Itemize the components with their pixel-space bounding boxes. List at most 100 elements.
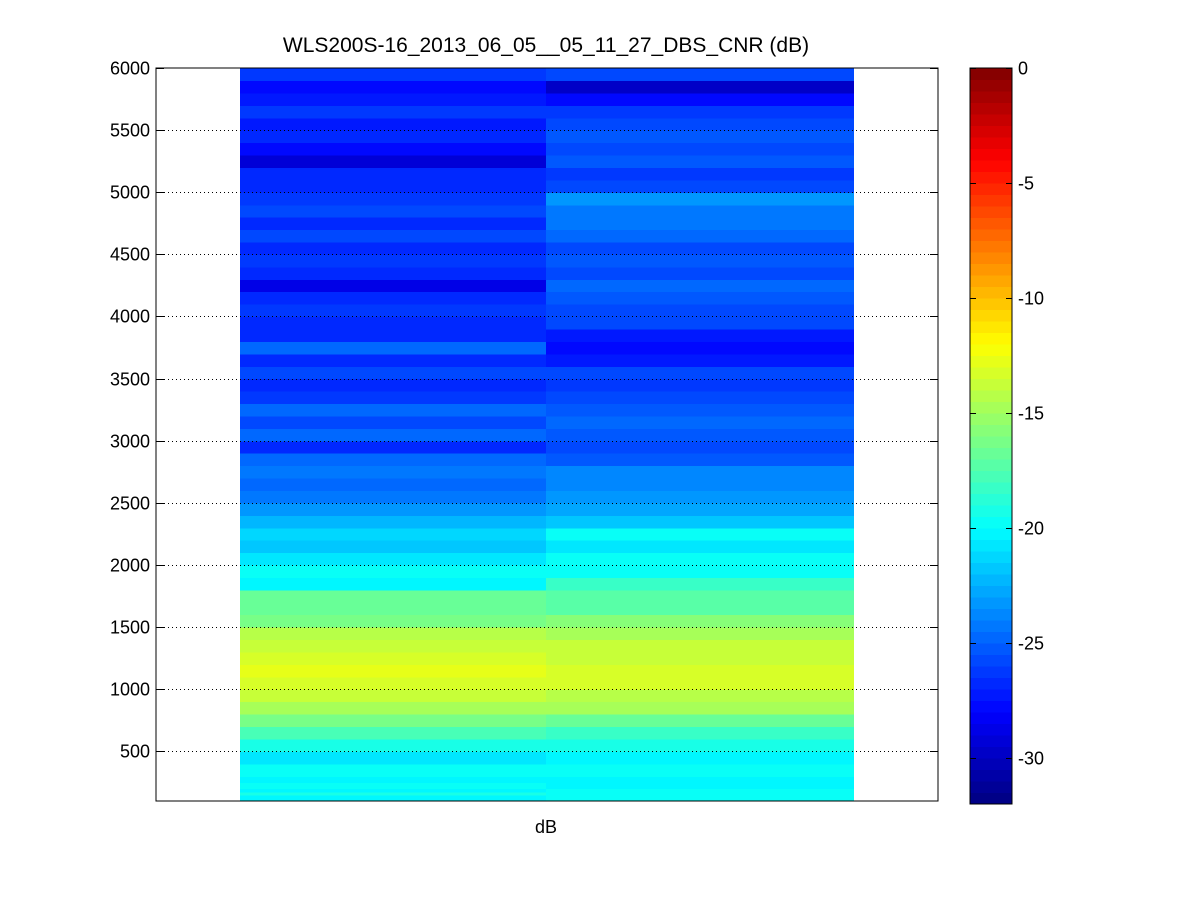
heatmap-cell-col2-row9 xyxy=(546,689,854,703)
colorbar-ticks xyxy=(970,68,1012,759)
heatmap-cell-col1-row6 xyxy=(240,763,546,777)
colorbar-step-20 xyxy=(970,574,1012,587)
colorbar-step-27 xyxy=(970,493,1012,506)
colorbar-step-2 xyxy=(970,781,1012,794)
y-tick-label-4500: 4500 xyxy=(110,245,150,265)
colorbar-step-30 xyxy=(970,459,1012,472)
heatmap-cell-col1-row10 xyxy=(240,714,546,728)
heatmap-cell-col2-row1 xyxy=(546,788,854,802)
colorbar-step-7 xyxy=(970,723,1012,736)
colorbar-step-36 xyxy=(970,390,1012,403)
heatmap-cell-col1-row16 xyxy=(240,639,546,653)
heatmap-cell-col1-row2 xyxy=(240,791,546,796)
heatmap-cell-col2-row7 xyxy=(546,714,854,728)
heatmap-cell-col1-row4 xyxy=(240,782,546,790)
heatmap-cell-col2-row20 xyxy=(546,552,854,566)
heatmap-cell-col1-row12 xyxy=(240,689,546,703)
heatmap-cell-col2-row10 xyxy=(546,676,854,690)
colorbar-step-22 xyxy=(970,551,1012,564)
colorbar-step-63 xyxy=(970,79,1012,92)
heatmap-cell-col1-row8 xyxy=(240,738,546,752)
colorbar-step-58 xyxy=(970,137,1012,150)
y-tick-label-2000: 2000 xyxy=(110,556,150,576)
heatmap-cell-col2-row53 xyxy=(546,142,854,156)
heatmap-cell-col1-row20 xyxy=(240,589,546,603)
heatmap-cell-col1-row33 xyxy=(240,428,546,442)
colorbar-tick-label--15: -15 xyxy=(1018,404,1044,424)
colorbar-step-31 xyxy=(970,447,1012,460)
heatmap-cell-col1-row53 xyxy=(240,179,546,193)
plot-frame xyxy=(155,67,939,802)
heatmap-cell-col1-row58 xyxy=(240,117,546,131)
colorbar-step-15 xyxy=(970,631,1012,644)
colorbar-tick-labels: -30 -25 -20 -15 -10 -5 0 xyxy=(1018,59,1044,769)
heatmap-cell-col1-row56 xyxy=(240,142,546,156)
colorbar-step-18 xyxy=(970,597,1012,610)
colorbar-step-37 xyxy=(970,378,1012,391)
colorbar-step-49 xyxy=(970,240,1012,253)
colorbar-step-64 xyxy=(970,68,1012,81)
heatmap-cell-col2-row46 xyxy=(546,229,854,243)
colorbar-step-33 xyxy=(970,424,1012,437)
colorbar-step-11 xyxy=(970,677,1012,690)
heatmap-cell-col1-row31 xyxy=(240,453,546,467)
x-axis-label: dB xyxy=(535,817,557,837)
colorbar-step-8 xyxy=(970,712,1012,725)
colorbar-step-59 xyxy=(970,125,1012,138)
heatmap-cell-col2-row44 xyxy=(546,254,854,268)
heatmap-cell-col1-row15 xyxy=(240,651,546,665)
heatmap-cell-col1-row23 xyxy=(240,552,546,566)
heatmap-cell-col2-row28 xyxy=(546,453,854,467)
heatmap-cell-col1-row50 xyxy=(240,217,546,231)
heatmap-cell-col2-row6 xyxy=(546,726,854,740)
heatmap-cell-col1-row7 xyxy=(240,751,546,765)
colorbar-step-42 xyxy=(970,321,1012,334)
colorbar-step-5 xyxy=(970,746,1012,759)
colorbar-step-41 xyxy=(970,332,1012,345)
colorbar-step-48 xyxy=(970,252,1012,265)
heatmap-cell-col1-row49 xyxy=(240,229,546,243)
heatmap-cell-col2-row12 xyxy=(546,651,854,665)
y-tick-label-1500: 1500 xyxy=(110,618,150,638)
colorbar-step-16 xyxy=(970,620,1012,633)
heatmap-cell-col2-row5 xyxy=(546,738,854,752)
heatmap-cell-col1-row34 xyxy=(240,415,546,429)
colorbar-step-34 xyxy=(970,413,1012,426)
heatmap-cell-col2-row32 xyxy=(546,403,854,417)
heatmap-cell-col1-row60 xyxy=(240,92,546,106)
colorbar-step-24 xyxy=(970,528,1012,541)
heatmap-cell-col2-row57 xyxy=(546,92,854,106)
heatmap-cell-col1-row22 xyxy=(240,564,546,578)
colorbar-step-3 xyxy=(970,769,1012,782)
colorbar-gradient xyxy=(970,68,1012,805)
heatmap-cell-col2-row51 xyxy=(546,167,854,181)
y-axis-ticks xyxy=(156,68,938,752)
heatmap-cell-col2-row14 xyxy=(546,627,854,641)
colorbar-step-39 xyxy=(970,355,1012,368)
heatmap-cell-col1-row24 xyxy=(240,540,546,554)
colorbar-step-44 xyxy=(970,298,1012,311)
heatmap-cell-col2-row4 xyxy=(546,751,854,765)
colorbar-step-52 xyxy=(970,206,1012,219)
heatmap-cell-col2-row58 xyxy=(546,80,854,94)
heatmap-cell-col2-row2 xyxy=(546,776,854,790)
heatmap-cell-col2-row34 xyxy=(546,378,854,392)
y-tick-label-5500: 5500 xyxy=(110,121,150,141)
heatmap-cell-col2-row39 xyxy=(546,316,854,330)
colorbar-step-47 xyxy=(970,263,1012,276)
colorbar-step-51 xyxy=(970,217,1012,230)
heatmap-cell-col1-row42 xyxy=(240,316,546,330)
heatmap-cell-col2-row47 xyxy=(546,217,854,231)
colorbar-step-26 xyxy=(970,505,1012,518)
y-axis-tick-labels: 500 1000 1500 2000 2500 3000 3500 4000 4500 5000 5… xyxy=(110,59,150,762)
heatmap-cell-col1-row18 xyxy=(240,614,546,628)
heatmap-cell-col1-row38 xyxy=(240,366,546,380)
colorbar-step-28 xyxy=(970,482,1012,495)
heatmap-cell-col2-row25 xyxy=(546,490,854,504)
colorbar-step-17 xyxy=(970,608,1012,621)
heatmap-cell-col2-row48 xyxy=(546,204,854,218)
heatmap-cell-col2-row42 xyxy=(546,279,854,293)
y-tick-label-3000: 3000 xyxy=(110,432,150,452)
heatmap-cell-col1-row32 xyxy=(240,440,546,454)
colorbar-tick-label-0: 0 xyxy=(1018,59,1028,79)
